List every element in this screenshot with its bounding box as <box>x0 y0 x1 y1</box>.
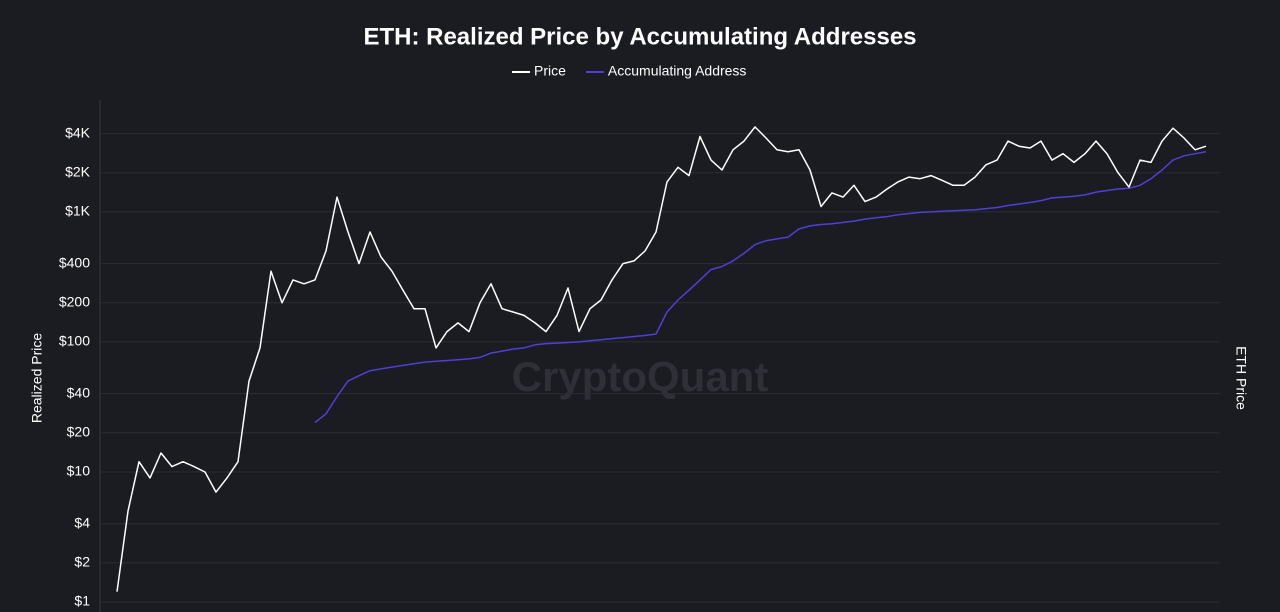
legend-label: Price <box>534 63 566 79</box>
y-tick-label: $1 <box>74 593 90 609</box>
y-tick-label: $100 <box>59 333 90 349</box>
y-axis-label: Realized Price <box>29 333 45 423</box>
y-tick-label: $40 <box>67 384 91 400</box>
y-tick-label: $20 <box>67 424 91 440</box>
y-tick-label: $2K <box>65 163 91 179</box>
y-tick-label: $4 <box>74 514 90 530</box>
y-tick-label: $2 <box>74 554 90 570</box>
y-tick-label: $1K <box>65 203 91 219</box>
y-tick-label: $200 <box>59 293 90 309</box>
y-tick-label: $10 <box>67 463 91 479</box>
series-line <box>314 150 1207 424</box>
y-tick-label: $4K <box>65 124 91 140</box>
y2-axis-label: ETH Price <box>1233 346 1249 410</box>
legend-label: Accumulating Address <box>608 63 747 79</box>
chart-title: ETH: Realized Price by Accumulating Addr… <box>363 23 916 50</box>
series-line <box>116 126 1207 592</box>
watermark: CryptoQuant <box>512 353 769 400</box>
y-tick-label: $400 <box>59 254 90 270</box>
